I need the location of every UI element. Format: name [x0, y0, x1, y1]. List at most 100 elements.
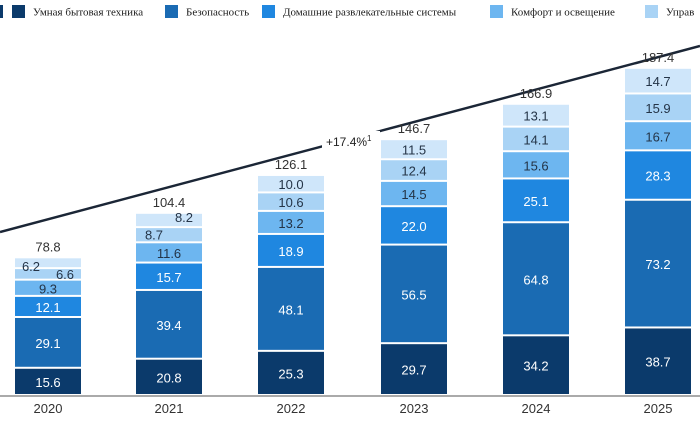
growth-rate-label: +17.4%1	[326, 134, 372, 149]
value-label-2020-3: 12.1	[35, 300, 60, 315]
bar-segment-2020-3	[15, 296, 81, 316]
bar-segment-2024-4	[503, 152, 569, 178]
value-label-2021-5: 8.7	[145, 228, 163, 243]
value-label-2025-1: 38.7	[645, 355, 670, 370]
bar-segment-2025-3	[625, 151, 691, 199]
bar-segment-2021-6	[136, 213, 202, 227]
bar-segment-2024-2	[503, 223, 569, 335]
value-label-2023-1: 29.7	[401, 363, 426, 378]
bar-group-2020	[15, 258, 81, 394]
bar-group-2024	[503, 104, 569, 394]
bar-segment-2022-2	[258, 267, 324, 350]
bar-segment-2024-1	[503, 336, 569, 394]
bar-segment-2022-4	[258, 211, 324, 233]
value-label-2025-4: 16.7	[645, 129, 670, 144]
legend-item-1: Умная бытовая техника	[12, 5, 143, 19]
value-label-2020-2: 29.1	[35, 336, 60, 351]
x-tick-2022: 2022	[277, 401, 306, 416]
bar-segment-2023-2	[381, 245, 447, 343]
bar-segment-2025-6	[625, 68, 691, 93]
bar-segment-2021-4	[136, 243, 202, 262]
bar-segment-2025-2	[625, 200, 691, 327]
x-tick-2021: 2021	[155, 401, 184, 416]
total-label-2021: 104.4	[153, 195, 186, 210]
bar-segment-2021-3	[136, 263, 202, 289]
x-tick-2025: 2025	[644, 401, 673, 416]
value-label-2023-6: 11.5	[402, 143, 426, 158]
value-label-2020-6: 6.2	[22, 259, 40, 274]
x-tick-2023: 2023	[400, 401, 429, 416]
bar-segment-2020-1	[15, 368, 81, 394]
total-label-2024: 166.9	[520, 86, 553, 101]
total-label-2022: 126.1	[275, 157, 308, 172]
value-label-2024-1: 34.2	[523, 359, 548, 374]
bar-segment-2020-5	[15, 269, 81, 279]
bar-group-2021	[136, 213, 202, 394]
legend-label: Домашние развлекательные системы	[283, 7, 457, 19]
legend-swatch	[12, 5, 25, 18]
value-label-2022-2: 48.1	[278, 302, 303, 317]
value-label-2022-1: 25.3	[278, 366, 303, 381]
bar-segment-2021-1	[136, 359, 202, 394]
bar-segment-2023-6	[381, 140, 447, 159]
growth-annotation: +17.4%1	[322, 131, 380, 151]
bar-segment-2023-3	[381, 207, 447, 244]
value-label-2021-3: 15.7	[156, 270, 181, 285]
bar-segment-2024-3	[503, 179, 569, 222]
legend-item-5: Управ	[645, 5, 694, 19]
x-tick-2020: 2020	[34, 401, 63, 416]
value-label-2022-6: 10.0	[278, 177, 303, 192]
bar-segment-2022-5	[258, 193, 324, 210]
value-label-2025-2: 73.2	[645, 257, 670, 272]
bar-segment-2022-3	[258, 234, 324, 266]
legend-label: Управ	[666, 7, 694, 19]
legend: Умная бытовая техника Безопасность Домашни…	[0, 5, 694, 19]
bar-segment-2020-6	[15, 258, 81, 268]
value-label-2024-6: 13.1	[523, 109, 548, 124]
value-label-2021-2: 39.4	[156, 318, 181, 333]
value-label-2025-6: 14.7	[645, 74, 670, 89]
bar-segment-2023-5	[381, 160, 447, 180]
value-label-2022-4: 13.2	[278, 216, 303, 231]
value-label-2023-3: 22.0	[401, 219, 426, 234]
legend-item-3: Домашние развлекательные системы	[262, 5, 457, 19]
value-label-2024-4: 15.6	[523, 158, 548, 173]
value-label-2022-5: 10.6	[278, 195, 303, 210]
bar-group-2023	[381, 140, 447, 394]
bar-segment-2025-5	[625, 94, 691, 121]
value-label-2021-4: 11.6	[157, 246, 181, 261]
bar-segment-2025-4	[625, 122, 691, 150]
value-label-2020-4: 9.3	[39, 281, 57, 296]
legend-swatch-cropped	[0, 5, 3, 18]
x-axis-ticks: 2020 2021 2022 2023 2024 2025	[34, 401, 673, 416]
legend-label: Безопасность	[186, 7, 249, 19]
value-label-2020-1: 15.6	[35, 375, 60, 390]
value-label-2025-5: 15.9	[645, 101, 670, 116]
legend-swatch	[645, 5, 658, 18]
total-label-2023: 146.7	[398, 121, 431, 136]
bar-segment-2023-4	[381, 181, 447, 206]
bar-segment-2021-5	[136, 228, 202, 242]
bar-segment-2024-6	[503, 104, 569, 126]
legend-swatch	[165, 5, 178, 18]
bar-segment-2021-2	[136, 290, 202, 358]
legend-item-4: Комфорт и освещение	[490, 5, 615, 19]
legend-label: Умная бытовая техника	[33, 7, 143, 19]
legend-swatch	[490, 5, 503, 18]
bar-group-2022	[258, 175, 324, 394]
value-label-2023-4: 14.5	[401, 187, 426, 202]
value-label-2021-6: 8.2	[175, 210, 193, 225]
bars	[15, 68, 691, 394]
bar-segment-2022-6	[258, 175, 324, 192]
total-label-2025: 187.4	[642, 50, 675, 65]
value-label-2023-2: 56.5	[401, 287, 426, 302]
total-label-2020: 78.8	[35, 239, 60, 254]
value-label-2024-3: 25.1	[523, 194, 548, 209]
bar-segment-2020-4	[15, 280, 81, 295]
value-label-2024-5: 14.1	[523, 132, 548, 147]
bar-segment-2022-1	[258, 351, 324, 394]
bar-segment-2023-1	[381, 344, 447, 394]
bar-segment-2025-1	[625, 328, 691, 394]
value-label-2025-3: 28.3	[645, 169, 670, 184]
